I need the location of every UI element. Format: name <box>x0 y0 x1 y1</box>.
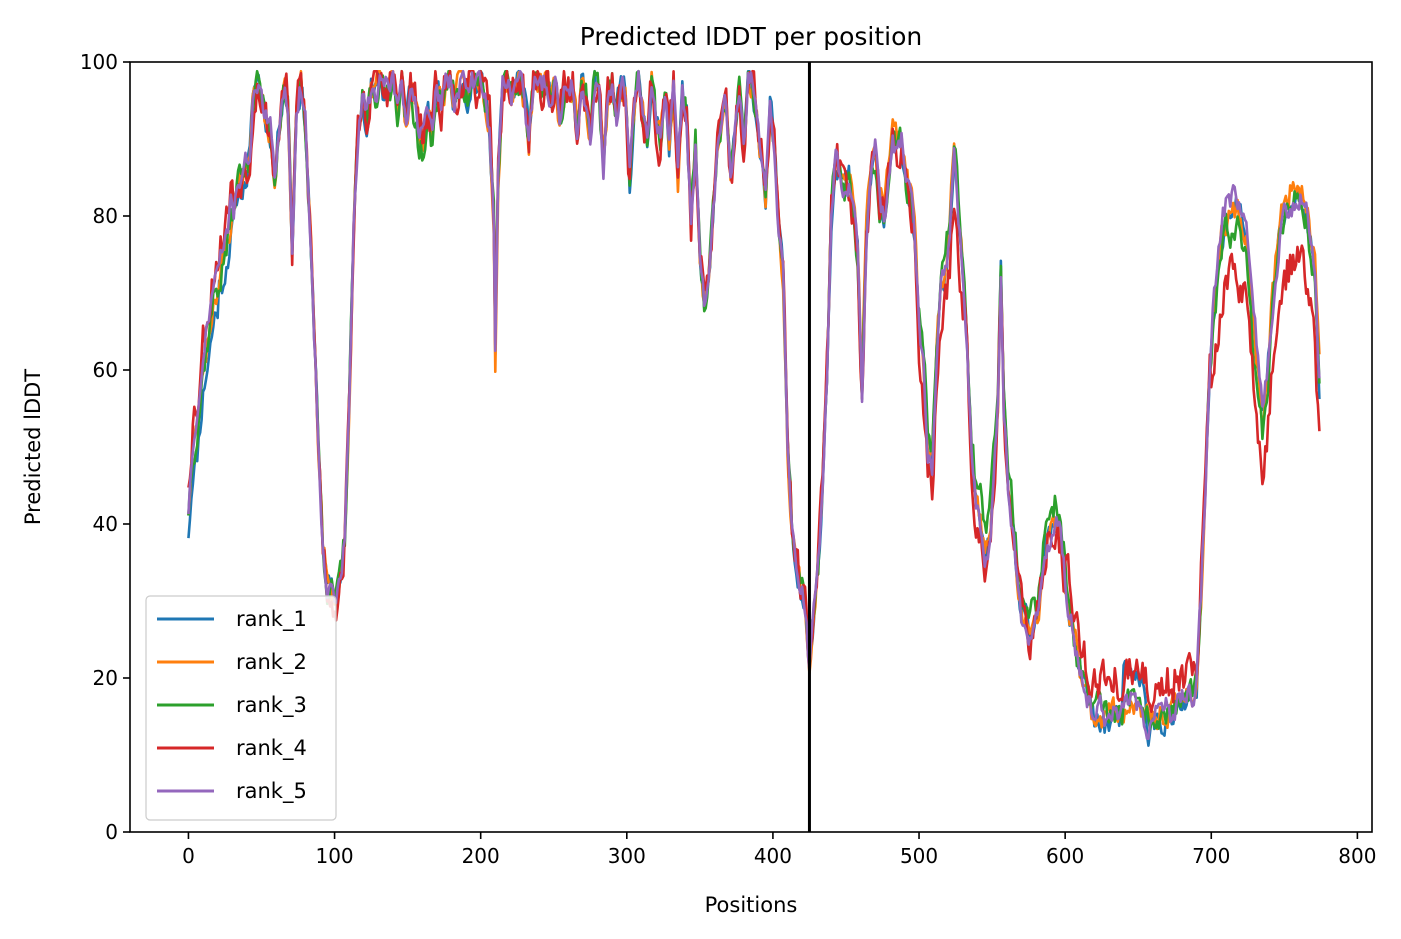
y-tick-label: 20 <box>93 666 118 690</box>
plot-area-frame <box>129 61 1373 833</box>
x-tick-label: 600 <box>1046 844 1084 868</box>
x-tick-label: 100 <box>315 844 353 868</box>
legend-label-rank-3: rank_3 <box>236 693 307 718</box>
legend-box <box>145 595 337 821</box>
series-line-rank-5 <box>187 69 1321 741</box>
x-tick-label: 500 <box>900 844 938 868</box>
series-layer <box>187 69 1321 747</box>
chart-title: Predicted lDDT per position <box>580 22 922 51</box>
x-tick-label: 0 <box>182 844 195 868</box>
legend-label-rank-2: rank_2 <box>236 650 307 675</box>
y-axis-title: Predicted lDDT <box>21 369 45 525</box>
x-axis-title: Positions <box>705 893 798 917</box>
y-axis: 0 20 40 60 80 100 <box>80 50 130 844</box>
x-axis: 0 100 200 300 400 500 600 700 800 <box>182 832 1376 868</box>
legend-label-rank-4: rank_4 <box>236 736 307 761</box>
y-tick-label: 0 <box>105 820 118 844</box>
series-line-rank-4 <box>187 69 1321 714</box>
series-line-rank-3 <box>187 69 1321 731</box>
x-tick-label: 800 <box>1338 844 1376 868</box>
legend-label-rank-1: rank_1 <box>236 607 307 632</box>
x-tick-label: 400 <box>754 844 792 868</box>
legend-label-rank-5: rank_5 <box>236 779 307 804</box>
y-tick-label: 100 <box>80 50 118 74</box>
x-tick-label: 700 <box>1192 844 1230 868</box>
legend: rank_1 rank_2 rank_3 rank_4 rank_5 <box>145 595 337 821</box>
y-tick-label: 60 <box>93 358 118 382</box>
y-tick-label: 40 <box>93 512 118 536</box>
y-tick-label: 80 <box>93 204 118 228</box>
x-tick-label: 300 <box>608 844 646 868</box>
x-tick-label: 200 <box>462 844 500 868</box>
